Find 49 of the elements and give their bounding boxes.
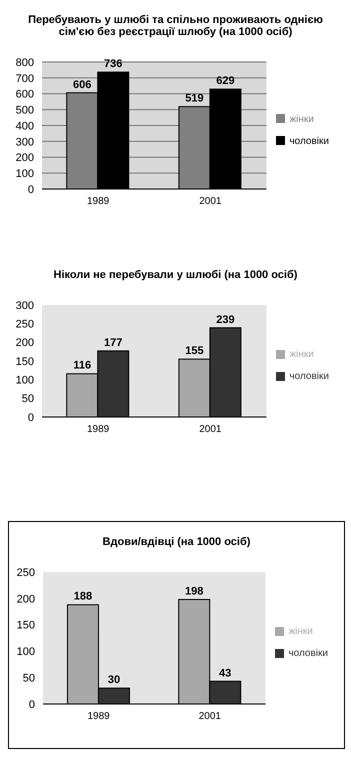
data-label: 30 bbox=[108, 674, 120, 686]
y-tick-label: 200 bbox=[16, 337, 34, 350]
y-tick-label: 800 bbox=[16, 56, 34, 69]
x-tick-label: 1989 bbox=[86, 196, 110, 208]
y-tick-label: 100 bbox=[16, 374, 34, 387]
y-tick-label: 600 bbox=[16, 88, 34, 101]
data-label: 519 bbox=[185, 92, 204, 105]
chart-title: Ніколи не перебували у шлюбі (на 1000 осіб) bbox=[52, 268, 298, 283]
data-label: 606 bbox=[73, 78, 92, 91]
chart-title: Вдови/вдівці (на 1000 осіб) bbox=[102, 535, 252, 550]
legend-label: жінки bbox=[289, 349, 314, 360]
y-tick-label: 300 bbox=[16, 300, 34, 312]
y-tick-label: 0 bbox=[28, 698, 35, 711]
y-tick-label: 0 bbox=[28, 412, 34, 424]
x-tick-label: 2001 bbox=[199, 196, 222, 208]
y-tick-label: 200 bbox=[16, 593, 35, 606]
y-tick-label: 500 bbox=[16, 104, 34, 117]
x-tick-label: 1989 bbox=[86, 424, 110, 436]
data-label: 43 bbox=[219, 667, 232, 680]
y-tick-label: 250 bbox=[16, 566, 35, 579]
data-label: 188 bbox=[74, 590, 92, 603]
data-label: 155 bbox=[185, 345, 204, 358]
y-tick-label: 100 bbox=[16, 168, 34, 180]
y-tick-label: 700 bbox=[16, 72, 34, 85]
y-tick-label: 400 bbox=[16, 120, 34, 132]
y-tick-label: 50 bbox=[22, 672, 35, 685]
data-label: 736 bbox=[104, 58, 122, 70]
data-label: 198 bbox=[185, 585, 204, 598]
y-tick-label: 250 bbox=[16, 318, 34, 331]
x-tick-label: 1989 bbox=[87, 711, 110, 722]
x-tick-label: 2001 bbox=[198, 711, 222, 722]
legend-label: жінки bbox=[288, 626, 313, 637]
y-tick-label: 50 bbox=[22, 393, 34, 406]
x-tick-label: 2001 bbox=[199, 424, 222, 436]
y-tick-label: 100 bbox=[16, 646, 35, 658]
legend-label: жінки bbox=[289, 114, 314, 124]
data-label: 177 bbox=[104, 336, 122, 349]
y-tick-label: 150 bbox=[16, 356, 34, 368]
data-label: 629 bbox=[216, 75, 235, 88]
legend-label: чоловіки bbox=[288, 648, 328, 659]
y-tick-label: 300 bbox=[16, 136, 34, 148]
y-tick-label: 150 bbox=[16, 620, 35, 632]
y-tick-label: 0 bbox=[28, 184, 34, 196]
legend-label: чоловіки bbox=[289, 371, 329, 382]
chart-title: Перебувають у шлюбі та спільно проживають однією сім'єю без реєстрації шлюбу (на 1000 осіб) bbox=[27, 13, 324, 40]
data-label: 239 bbox=[216, 314, 235, 326]
legend-label: чоловіки bbox=[289, 136, 329, 146]
y-tick-label: 200 bbox=[16, 152, 34, 164]
data-label: 116 bbox=[73, 360, 92, 372]
